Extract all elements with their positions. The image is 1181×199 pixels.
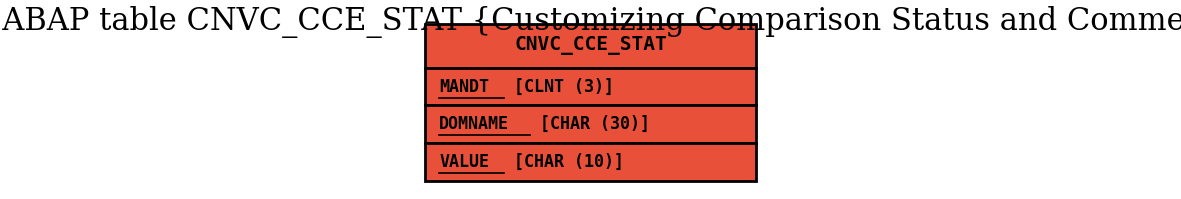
FancyBboxPatch shape (425, 105, 756, 143)
FancyBboxPatch shape (425, 68, 756, 105)
FancyBboxPatch shape (425, 143, 756, 181)
FancyBboxPatch shape (425, 24, 756, 68)
Text: [CLNT (3)]: [CLNT (3)] (504, 78, 614, 96)
Text: [CHAR (10)]: [CHAR (10)] (504, 153, 624, 171)
Text: SAP ABAP table CNVC_CCE_STAT {Customizing Comparison Status and Comments}: SAP ABAP table CNVC_CCE_STAT {Customizin… (0, 6, 1181, 38)
Text: VALUE: VALUE (439, 153, 489, 171)
Text: DOMNAME: DOMNAME (439, 115, 509, 133)
Text: [CHAR (30)]: [CHAR (30)] (529, 115, 650, 133)
Text: CNVC_CCE_STAT: CNVC_CCE_STAT (514, 36, 667, 55)
Text: MANDT: MANDT (439, 78, 489, 96)
